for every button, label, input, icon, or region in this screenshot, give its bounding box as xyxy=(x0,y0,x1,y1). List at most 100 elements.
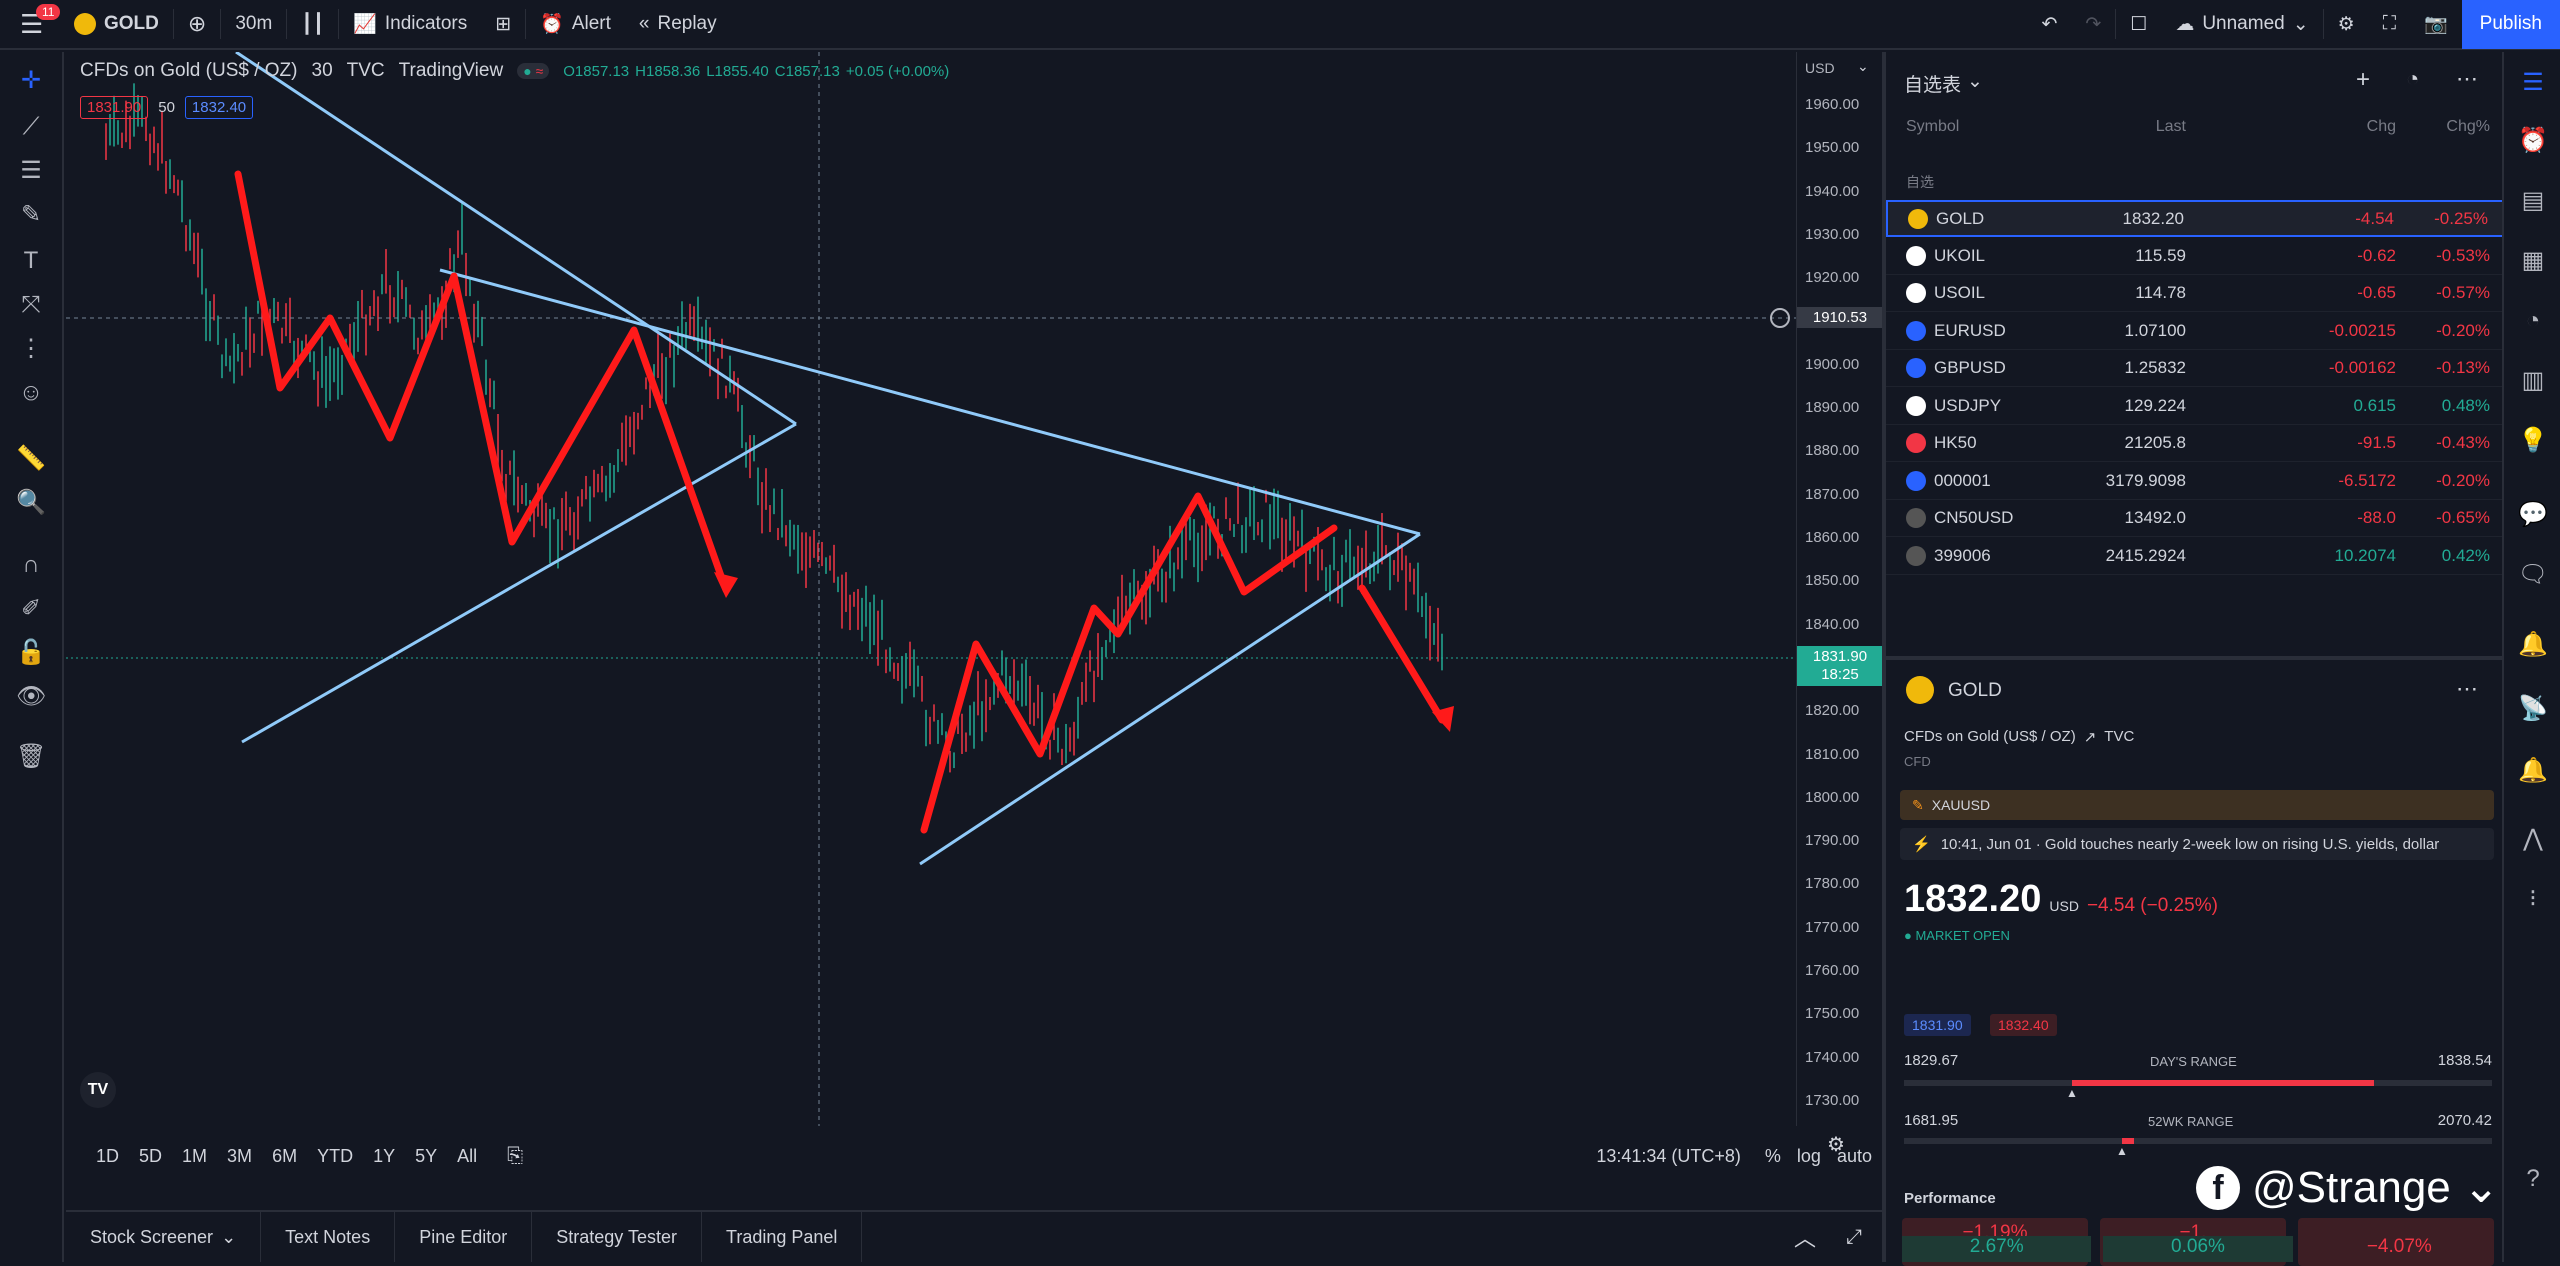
ticker-banner[interactable]: ✎ XAUUSD xyxy=(1900,790,2494,820)
order-panel-icon[interactable]: ⋀ xyxy=(2523,825,2543,852)
notifications-icon[interactable]: 🔔 xyxy=(2518,631,2548,658)
pattern-icon[interactable]: ⤧ xyxy=(21,291,41,318)
range-button[interactable]: 6M xyxy=(272,1145,298,1166)
hotlist-icon[interactable]: ◔ xyxy=(2525,307,2541,334)
range-button[interactable]: All xyxy=(457,1145,478,1166)
brush-icon[interactable]: ✎ xyxy=(20,201,42,228)
magnet-icon[interactable]: ∩ xyxy=(22,551,40,578)
layout-select-button[interactable]: ☐ xyxy=(2116,0,2161,48)
compare-button[interactable]: ⊕ xyxy=(174,0,220,48)
maximize-icon[interactable]: ⤢ xyxy=(1846,1225,1862,1248)
watchlist-row[interactable]: EURUSD 1.07100 -0.00215 -0.20% xyxy=(1886,313,2506,350)
tab-text-notes[interactable]: Text Notes xyxy=(261,1212,396,1262)
col-chg[interactable]: Chg xyxy=(2366,118,2396,135)
watchlist-row[interactable]: 399006 2415.2924 10.2074 0.42% xyxy=(1886,538,2506,575)
tab-strategy-tester[interactable]: Strategy Tester xyxy=(532,1212,702,1262)
watchlist-row[interactable]: GBPUSD 1.25832 -0.00162 -0.13% xyxy=(1886,350,2506,387)
more-icon[interactable]: ⋯ xyxy=(2456,66,2478,91)
add-symbol-icon[interactable]: + xyxy=(2356,66,2371,93)
watchlist-row[interactable]: HK50 21205.8 -91.5 -0.43% xyxy=(1886,425,2506,462)
range-button[interactable]: YTD xyxy=(317,1145,354,1166)
dom-icon[interactable]: ⁝ xyxy=(2529,885,2537,912)
watchlist-icon[interactable]: ☰ xyxy=(2522,69,2544,96)
alarm-icon[interactable]: ⏰ xyxy=(2518,127,2548,154)
trend-lines[interactable] xyxy=(235,52,1421,866)
layout-name-button[interactable]: ☁ Unnamed ⌄ xyxy=(2161,0,2322,48)
watchlist-title[interactable]: 自选表 xyxy=(1904,75,1962,96)
price-scale[interactable]: USD ⌄ 1960.00 1950.00 1940.00 1930.00 1920.0… xyxy=(1796,52,1883,1156)
trash-icon[interactable]: 🗑 xyxy=(16,743,47,770)
ruler-icon[interactable]: 📏 xyxy=(16,445,46,472)
watchlist-row[interactable]: UKOIL 115.59 -0.62 -0.53% xyxy=(1886,238,2506,275)
log-toggle[interactable]: log xyxy=(1796,1145,1821,1166)
interval-button[interactable]: 30m xyxy=(221,0,286,48)
snapshot-button[interactable]: 📷 xyxy=(2410,0,2462,48)
range-button[interactable]: 5Y xyxy=(415,1145,438,1166)
advanced-view-icon[interactable]: ◔ xyxy=(2406,66,2420,91)
data-window-icon[interactable]: ▦ xyxy=(2521,247,2545,274)
calendar-icon[interactable]: ▥ xyxy=(2521,367,2545,394)
clock[interactable]: 13:41:34 (UTC+8) xyxy=(1596,1145,1741,1166)
auto-toggle[interactable]: auto xyxy=(1836,1145,1872,1166)
crosshair-icon[interactable]: ✛ xyxy=(20,67,42,94)
percent-toggle[interactable]: % xyxy=(1764,1145,1781,1166)
ideas-icon[interactable]: 💡 xyxy=(2518,427,2548,454)
eye-icon[interactable]: 👁 xyxy=(16,683,47,710)
details-bid[interactable]: 1831.90 xyxy=(1904,1014,1971,1036)
range-button[interactable]: 3M xyxy=(227,1145,253,1166)
watchlist-row[interactable]: USDJPY 129.224 0.615 0.48% xyxy=(1886,388,2506,425)
lock-icon[interactable]: 🔓 xyxy=(16,639,46,666)
axis-settings-icon[interactable]: ⚙ xyxy=(1827,1134,1845,1156)
alert-button[interactable]: ⏰ Alert xyxy=(526,0,625,48)
range-button[interactable]: 1M xyxy=(182,1145,208,1166)
emoji-icon[interactable]: ☺ xyxy=(18,379,44,406)
indicators-button[interactable]: 📈 Indicators xyxy=(339,0,481,48)
chart-pane[interactable]: CFDs on Gold (US$ / OZ) 30 TVC TradingVi… xyxy=(66,52,1796,1126)
chart-canvas[interactable] xyxy=(66,52,1796,1126)
news-icon[interactable]: ▤ xyxy=(2521,187,2545,214)
col-symbol[interactable]: Symbol xyxy=(1906,118,1960,135)
range-button[interactable]: 1D xyxy=(96,1145,120,1166)
redo-button[interactable]: ↷ xyxy=(2071,0,2115,48)
sell-button[interactable]: 1831.90 xyxy=(80,96,149,119)
streams-icon[interactable]: 📡 xyxy=(2518,695,2548,722)
col-chgp[interactable]: Chg% xyxy=(2446,118,2490,135)
col-last[interactable]: Last xyxy=(2155,118,2186,135)
tab-trading-panel[interactable]: Trading Panel xyxy=(702,1212,863,1262)
undo-button[interactable]: ↶ xyxy=(2027,0,2071,48)
range-button[interactable]: 1Y xyxy=(373,1145,396,1166)
lock-drawing-icon[interactable]: ✐ xyxy=(20,595,42,622)
buy-button[interactable]: 1832.40 xyxy=(184,96,254,119)
details-ask[interactable]: 1832.40 xyxy=(1990,1014,2057,1036)
currency-label[interactable]: USD xyxy=(1805,60,1835,76)
symbol-search[interactable]: GOLD xyxy=(60,0,173,48)
watchlist-row[interactable]: GOLD 1832.20 -4.54 -0.25% xyxy=(1886,200,2506,237)
collapse-icon[interactable]: ︿ xyxy=(1793,1226,1816,1251)
text-icon[interactable]: T xyxy=(23,247,39,274)
zoom-in-icon[interactable]: 🔍 xyxy=(16,489,46,516)
wave-arrows[interactable] xyxy=(234,170,1446,834)
tab-pine-editor[interactable]: Pine Editor xyxy=(395,1212,533,1262)
templates-button[interactable]: ⊞ xyxy=(481,0,525,48)
chat-icon[interactable]: 💬 xyxy=(2518,501,2548,528)
message-icon[interactable]: 🗨 xyxy=(2517,561,2549,588)
watchlist-row[interactable]: USOIL 114.78 -0.65 -0.57% xyxy=(1886,275,2506,312)
fullscreen-button[interactable]: ⛶ xyxy=(2369,0,2410,48)
goto-date-icon[interactable]: ⎘ xyxy=(507,1144,524,1167)
trendline-icon[interactable]: ⟋ xyxy=(22,113,40,140)
more-icon[interactable]: ⋯ xyxy=(2456,676,2478,701)
chart-type-button[interactable]: ┃┃ xyxy=(287,0,338,48)
tab-stock-screener[interactable]: Stock Screener ⌄ xyxy=(66,1212,262,1262)
bell-icon[interactable]: 🔔 xyxy=(2518,757,2548,784)
measure-tools-icon[interactable]: ⋮ xyxy=(19,335,43,362)
watchlist-row[interactable]: CN50USD 13492.0 -88.0 -0.65% xyxy=(1886,500,2506,537)
external-link-icon[interactable]: ↗ xyxy=(2083,729,2097,746)
watchlist-row[interactable]: 000001 3179.9098 -6.5172 -0.20% xyxy=(1886,463,2506,500)
help-icon[interactable]: ? xyxy=(2526,1165,2540,1192)
tradingview-logo[interactable]: TV xyxy=(80,1072,116,1108)
settings-button[interactable]: ⚙ xyxy=(2324,0,2369,48)
news-item[interactable]: ⚡ 10:41, Jun 01 · Gold touches nearly 2-… xyxy=(1900,828,2494,860)
replay-button[interactable]: « Replay xyxy=(625,0,731,48)
range-button[interactable]: 5D xyxy=(139,1145,163,1166)
horizontal-lines-icon[interactable]: ☰ xyxy=(20,157,42,184)
